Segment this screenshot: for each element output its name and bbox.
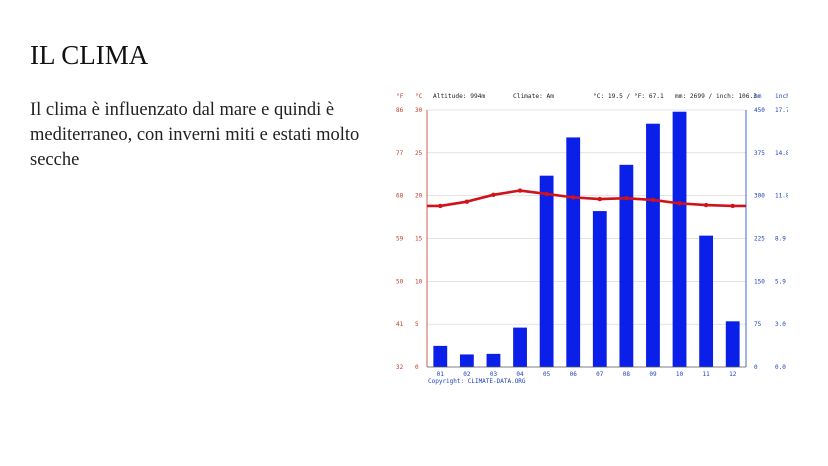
precipitation-bar [486,353,501,367]
month-label: 11 [703,371,711,378]
precipitation-bar [699,235,714,367]
month-label: 01 [437,371,445,378]
c-tick-label: 5 [415,321,419,328]
climate-label: Climate: Am [513,93,554,100]
mm-tick-label: 225 [754,236,765,243]
c-tick-label: 0 [415,364,419,371]
precipitation-bar [619,164,634,367]
f-tick-label: 68 [396,193,404,200]
f-tick-label: 50 [396,278,404,285]
temperature-point [650,197,656,203]
mm-tick-label: 375 [754,150,765,157]
precipitation-bar [433,345,448,367]
precipitation-bars [433,111,740,367]
slide-body-text: Il clima è influenzato dal mare e quindi… [30,100,360,170]
c-tick-label: 15 [415,236,423,243]
f-tick-label: 59 [396,236,404,243]
temperature-summary-label: °C: 19.5 / °F: 67.1 [593,92,664,100]
inch-tick-label: 14.8 [775,150,788,157]
copyright-label: Copyright: CLIMATE-DATA.ORG [428,378,526,385]
precipitation-bar [539,175,554,367]
month-label: 03 [490,371,498,378]
c-unit-label: °C [415,92,423,100]
inch-tick-label: 5.9 [775,278,786,285]
temperature-point [730,203,735,209]
precipitation-bar [592,211,607,367]
temperature-point [438,203,443,209]
mm-tick-label: 450 [754,107,765,114]
c-tick-label: 25 [415,150,423,157]
mm-tick-label: 75 [754,321,762,328]
precipitation-bar [672,111,687,367]
temperature-point [491,192,496,198]
temperature-point [624,196,629,201]
altitude-label: Altitude: 994m [433,93,485,100]
climate-chart: °F °C Altitude: 994m Climate: Am °C: 19.… [396,92,788,385]
inch-tick-label: 3.0 [775,321,786,328]
month-axis-labels: 01 02 03 04 05 06 07 08 09 10 11 12 [437,371,737,378]
temperature-point [517,188,523,193]
precipitation-bar [566,137,581,367]
month-label: 09 [649,371,657,378]
inch-tick-label: 0.0 [775,364,786,371]
mm-unit-label: mm [754,93,762,100]
temperature-point [571,195,576,200]
c-tick-label: 30 [415,107,423,114]
c-tick-label: 10 [415,278,423,285]
temperature-line [427,188,746,209]
month-label: 06 [570,371,578,378]
month-label: 08 [623,371,631,378]
precipitation-summary-label: mm: 2699 / inch: 106.3 [675,93,757,100]
inch-tick-label: 8.9 [775,236,786,243]
slide-title: IL CLIMA [30,40,149,70]
inch-tick-label: 11.8 [775,193,788,200]
mm-tick-label: 300 [754,193,765,200]
temperature-point [597,196,602,202]
inch-unit-label: inch [775,93,788,100]
temperature-polyline [427,189,746,208]
precipitation-bar [646,123,660,367]
month-label: 05 [543,371,551,378]
f-tick-label: 32 [396,364,404,371]
chart-grid [427,109,746,325]
precipitation-bar [459,354,474,367]
month-label: 04 [516,371,524,378]
f-tick-label: 86 [396,107,404,114]
mm-tick-label: 150 [754,278,765,285]
inch-tick-label: 17.7 [775,107,788,114]
month-label: 12 [729,371,737,378]
temperature-point [703,202,709,208]
f-tick-label: 41 [396,321,404,328]
month-label: 07 [596,371,604,378]
temperature-point [464,199,470,204]
temperature-point [544,191,549,197]
left-axis-ticks: 86 30 77 25 68 20 59 15 50 10 41 5 32 0 [396,107,423,371]
precipitation-bar [725,321,740,367]
month-label: 10 [676,371,684,378]
month-label: 02 [463,371,471,378]
precipitation-bar [513,327,527,367]
c-tick-label: 20 [415,193,423,200]
mm-tick-label: 0 [754,364,758,371]
f-unit-label: °F [396,92,404,100]
f-tick-label: 77 [396,150,404,157]
right-axis-ticks: 450 17.7 375 14.8 300 11.8 225 8.9 150 5.9 75 3.0 0 0… [754,107,788,371]
temperature-point [677,201,682,206]
